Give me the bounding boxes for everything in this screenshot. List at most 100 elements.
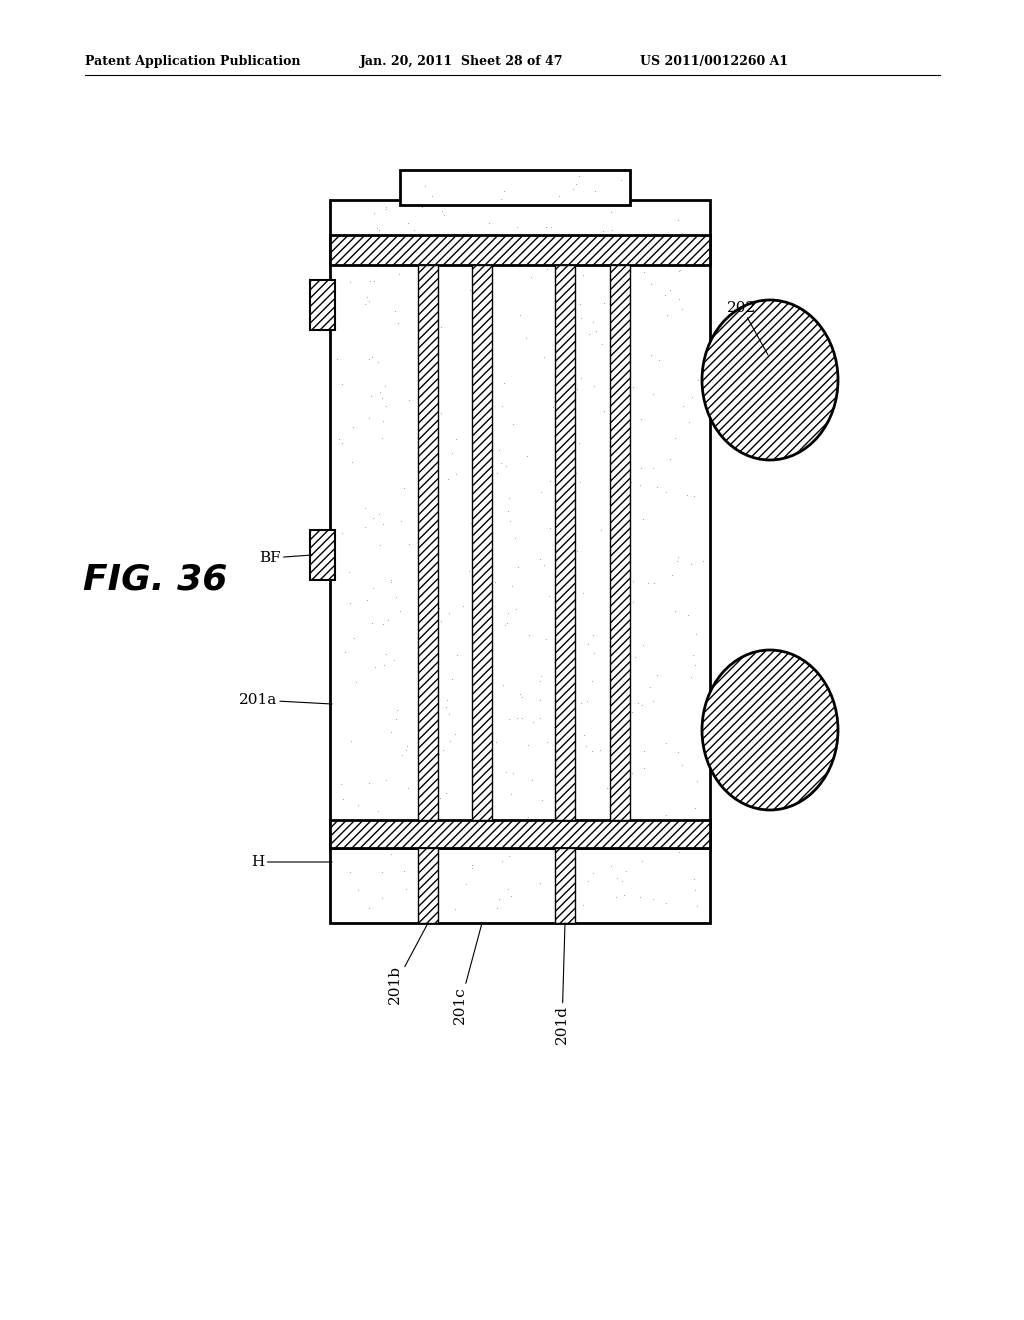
Point [444,668,461,689]
Point [424,776,440,797]
Point [469,281,485,302]
Point [608,436,625,457]
Point [580,252,596,273]
Point [623,696,639,717]
Point [478,323,495,345]
Point [680,605,696,626]
Point [499,612,515,634]
Point [508,708,524,729]
Point [374,387,390,408]
Point [532,549,549,570]
Point [618,367,635,388]
Point [617,785,634,807]
Point [450,240,466,261]
Point [438,697,455,718]
Point [356,516,373,537]
Bar [418,847,438,923]
Point [399,735,416,756]
Point [539,628,555,649]
Point [615,289,632,310]
Point [662,280,678,301]
Point [449,644,465,665]
Point [366,578,382,599]
Point [625,763,641,784]
Point [565,248,582,269]
Point [568,379,585,400]
Point [477,649,494,671]
Point [461,561,477,582]
Point [411,696,427,717]
Point [414,273,430,294]
Point [632,886,648,907]
Point [609,867,626,888]
Point [612,169,629,190]
Point [664,565,680,586]
Point [662,449,678,470]
Point [633,408,649,429]
Bar [472,265,492,820]
Point [421,531,437,552]
Point [519,445,536,466]
Point [580,871,596,892]
Point [340,833,356,854]
Point [636,741,652,762]
Point [532,689,549,710]
Point [342,593,358,614]
Point [643,273,659,294]
Point [389,313,406,334]
Point [593,520,609,541]
Point [425,268,441,289]
Point [470,620,486,642]
Point [464,383,480,404]
Point [543,216,559,238]
Point [645,384,662,405]
Bar [310,280,335,330]
Point [398,879,415,900]
Text: Jan. 20, 2011  Sheet 28 of 47: Jan. 20, 2011 Sheet 28 of 47 [360,55,563,69]
Text: BF: BF [259,550,312,565]
Point [613,616,630,638]
Point [374,861,390,882]
Point [615,884,632,906]
Point [624,702,640,723]
Point [488,731,505,752]
Point [400,777,417,799]
Point [636,758,652,779]
Point [361,348,378,370]
Point [496,372,512,393]
Point [369,227,385,248]
Point [401,389,418,411]
Point [646,573,663,594]
Point [625,591,641,612]
Point [439,469,456,490]
Point [599,777,615,799]
Point [442,731,459,752]
Point [443,244,460,265]
Text: H: H [251,855,332,869]
Point [642,345,658,366]
Point [464,855,480,876]
Point [498,762,514,783]
Point [501,708,517,729]
Point [458,826,474,847]
Point [439,689,456,710]
Point [520,624,537,645]
Point [379,231,395,252]
Point [564,562,581,583]
Point [546,717,562,738]
Point [565,894,582,915]
Point [673,824,689,845]
Point [524,770,541,791]
Point [658,482,675,503]
Point [387,709,403,730]
Point [658,892,675,913]
Point [346,627,362,648]
Point [525,809,542,830]
Point [545,396,561,417]
Point [520,807,537,828]
Point [684,387,700,408]
Point [430,743,446,764]
Point [371,220,387,242]
Point [387,300,403,321]
Point [350,826,367,847]
